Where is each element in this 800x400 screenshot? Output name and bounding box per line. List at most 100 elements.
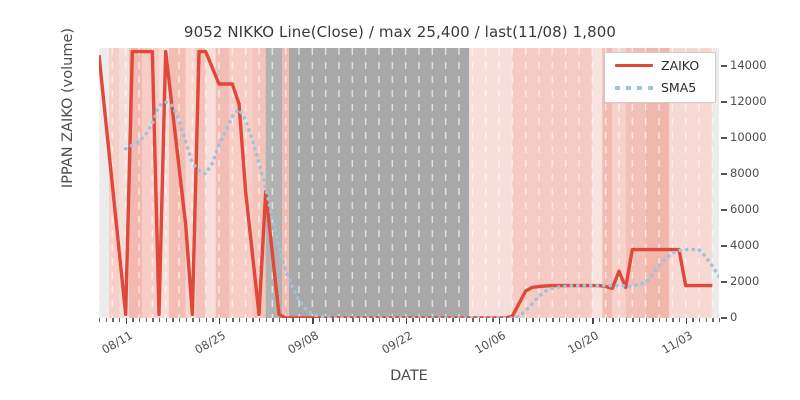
y-tick-label: 4000: [730, 238, 760, 252]
y-tick-label: 8000: [730, 166, 760, 180]
x-tick-label: 08/25: [192, 328, 228, 357]
x-tick-mark-minor: [412, 318, 414, 322]
x-tick-mark-minor: [99, 318, 101, 322]
x-tick-mark-minor: [385, 318, 387, 322]
x-tick-mark-minor: [399, 318, 401, 322]
x-tick-mark-minor: [212, 318, 214, 322]
x-tick-mark-minor: [599, 318, 601, 322]
x-tick-label: 08/11: [98, 328, 135, 357]
background-band: [592, 48, 603, 318]
y-tick-mark: [721, 137, 727, 139]
y-tick-mark: [721, 245, 727, 247]
x-tick-mark-minor: [492, 318, 494, 322]
x-tick-mark-minor: [265, 318, 267, 322]
background-band: [119, 48, 129, 318]
x-tick-mark-minor: [119, 318, 121, 322]
x-tick-mark-minor: [259, 318, 261, 322]
x-tick-mark-minor: [352, 318, 354, 322]
x-tick-mark-minor: [365, 318, 367, 322]
series-line-sma5: [123, 100, 719, 318]
series-line-zaiko: [99, 49, 713, 318]
x-tick-mark-major: [405, 318, 407, 324]
x-tick-mark-minor: [559, 318, 561, 322]
x-axis-title: DATE: [390, 368, 428, 384]
x-tick-mark-minor: [632, 318, 634, 322]
x-tick-mark-minor: [479, 318, 481, 322]
legend-item-sma5[interactable]: SMA5: [605, 78, 715, 98]
y-tick-mark: [721, 209, 727, 211]
x-tick-mark-minor: [485, 318, 487, 322]
y-axis-title: IPPAN ZAIKO (volume): [60, 27, 76, 189]
x-tick-mark-minor: [165, 318, 167, 322]
background-band: [215, 48, 229, 318]
y-tick-mark: [721, 317, 727, 319]
x-tick-mark-minor: [292, 318, 294, 322]
y-tick-label: 2000: [730, 274, 760, 288]
x-tick-mark-minor: [525, 318, 527, 322]
x-tick-mark-minor: [425, 318, 427, 322]
x-tick-mark-minor: [159, 318, 161, 322]
x-tick-mark-minor: [379, 318, 381, 322]
x-tick-mark-minor: [459, 318, 461, 322]
x-tick-mark-minor: [205, 318, 207, 322]
x-tick-mark-minor: [472, 318, 474, 322]
x-tick-mark-minor: [305, 318, 307, 322]
x-tick-mark-minor: [519, 318, 521, 322]
x-tick-mark-minor: [539, 318, 541, 322]
background-band: [229, 48, 253, 318]
background-band: [99, 48, 109, 318]
x-tick-mark-minor: [185, 318, 187, 322]
x-tick-mark-minor: [665, 318, 667, 322]
background-band: [265, 48, 283, 318]
x-tick-mark-minor: [625, 318, 627, 322]
x-tick-label: 09/08: [285, 328, 322, 357]
x-tick-mark-minor: [672, 318, 674, 322]
x-tick-mark-major: [685, 318, 687, 324]
x-tick-mark-minor: [272, 318, 274, 322]
chart-title: 9052 NIKKO Line(Close) / max 25,400 / la…: [183, 23, 617, 41]
x-tick-mark-minor: [465, 318, 467, 322]
x-tick-mark-minor: [545, 318, 547, 322]
x-tick-mark-minor: [192, 318, 194, 322]
x-tick-mark-minor: [199, 318, 201, 322]
x-tick-mark-minor: [659, 318, 661, 322]
legend-item-zaiko[interactable]: ZAIKO: [605, 56, 715, 76]
y-tick-mark: [721, 281, 727, 283]
x-tick-mark-minor: [605, 318, 607, 322]
x-tick-mark-minor: [505, 318, 507, 322]
legend-label-zaiko: ZAIKO: [661, 58, 700, 73]
x-tick-mark-minor: [339, 318, 341, 322]
y-tick-label: 14000: [730, 58, 767, 72]
x-tick-mark-minor: [692, 318, 694, 322]
x-tick-mark-minor: [132, 318, 134, 322]
x-tick-mark-minor: [112, 318, 114, 322]
chart-legend[interactable]: ZAIKO SMA5: [604, 52, 716, 103]
y-tick-mark: [721, 173, 727, 175]
y-tick-label: 0: [730, 310, 738, 324]
sma5-line-swatch-icon: [615, 86, 653, 90]
x-tick-mark-minor: [225, 318, 227, 322]
x-tick-mark-minor: [565, 318, 567, 322]
x-tick-mark-minor: [512, 318, 514, 322]
x-tick-mark-minor: [532, 318, 534, 322]
x-tick-mark-minor: [712, 318, 714, 322]
x-tick-mark-minor: [299, 318, 301, 322]
background-band: [712, 48, 719, 318]
x-tick-mark-minor: [645, 318, 647, 322]
x-tick-mark-minor: [372, 318, 374, 322]
x-tick-mark-major: [592, 318, 594, 324]
x-tick-mark-major: [312, 318, 314, 324]
x-tick-mark-minor: [699, 318, 701, 322]
y-tick-label: 12000: [730, 94, 767, 108]
background-band: [602, 48, 613, 318]
x-tick-label: 11/03: [658, 328, 695, 357]
x-tick-label: 10/06: [472, 328, 508, 357]
data-series-layer: [99, 49, 719, 318]
y-tick-mark: [721, 65, 727, 67]
x-tick-mark-minor: [639, 318, 641, 322]
x-tick-mark-minor: [445, 318, 447, 322]
x-tick-mark-minor: [652, 318, 654, 322]
x-tick-mark-minor: [105, 318, 107, 322]
x-tick-label: 10/20: [565, 328, 602, 357]
